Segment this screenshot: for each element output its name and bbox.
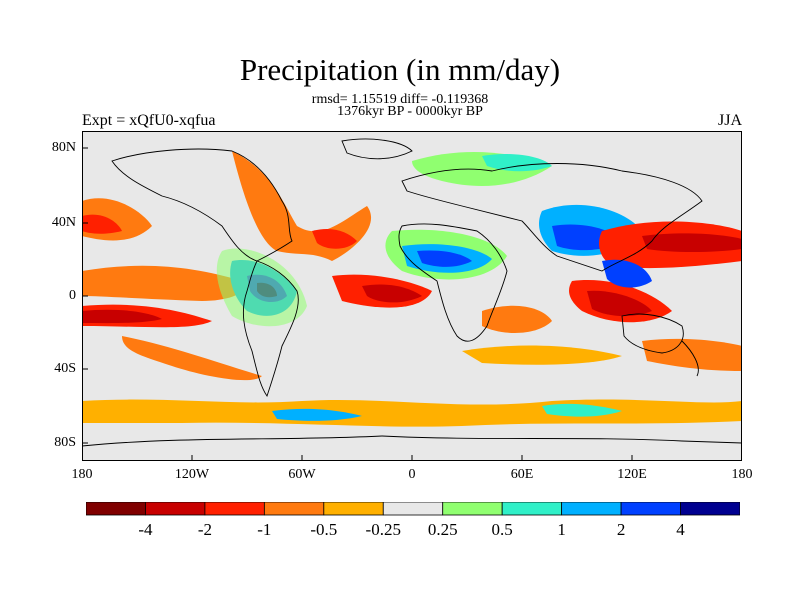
- season-label: JJA: [717, 112, 742, 129]
- colorbar: [86, 502, 740, 516]
- colorbar-label: 0.5: [491, 520, 513, 539]
- colorbar-segment: [501, 502, 563, 516]
- colorbar-label: -4: [138, 520, 153, 539]
- longitude-ticks: [82, 455, 742, 461]
- colorbar-segment: [382, 502, 444, 516]
- colorbar-segment: [86, 502, 146, 516]
- colorbar-segment: [323, 502, 384, 516]
- period-text: 1376kyr BP - 0000kyr BP: [337, 104, 483, 119]
- colorbar-label: 2: [616, 520, 626, 539]
- colorbar-label: 4: [676, 520, 685, 539]
- lon-label: 60E: [510, 467, 534, 482]
- colorbar-segment: [561, 502, 622, 516]
- colorbar-label: -2: [197, 520, 212, 539]
- coastlines: [82, 138, 742, 447]
- colorbar-segment: [442, 502, 503, 516]
- latitude-ticks: [82, 147, 88, 444]
- lon-label: 180: [731, 467, 753, 482]
- stats-text: rmsd= 1.15519 diff= -0.119368: [311, 92, 489, 107]
- colorbar-label: -0.5: [310, 520, 338, 539]
- lon-label: 0: [408, 467, 416, 482]
- map-title: Precipitation (in mm/day): [239, 52, 561, 87]
- lon-label: 120E: [617, 467, 647, 482]
- precipitation-map: [82, 131, 742, 461]
- lat-label: 80N: [51, 140, 76, 155]
- colorbar-segment: [680, 502, 740, 516]
- colorbar-segment: [204, 502, 265, 516]
- anomaly-fields: [82, 151, 742, 427]
- lat-label: 80S: [54, 435, 76, 450]
- lon-label: 180: [71, 467, 93, 482]
- colorbar-label: -0.25: [365, 520, 401, 539]
- colorbar-segment: [263, 502, 325, 516]
- lat-label: 40S: [54, 361, 76, 376]
- colorbar-segment: [620, 502, 681, 516]
- colorbar-segment: [145, 502, 206, 516]
- colorbar-label: -1: [257, 520, 272, 539]
- lon-label: 60W: [288, 467, 316, 482]
- experiment-label: Expt = xQfU0-xqfua: [82, 112, 216, 129]
- lat-label: 0: [69, 288, 76, 303]
- lon-label: 120W: [174, 467, 210, 482]
- colorbar-label: 1: [557, 520, 566, 539]
- lat-label: 40N: [51, 215, 76, 230]
- colorbar-label: 0.25: [427, 520, 458, 539]
